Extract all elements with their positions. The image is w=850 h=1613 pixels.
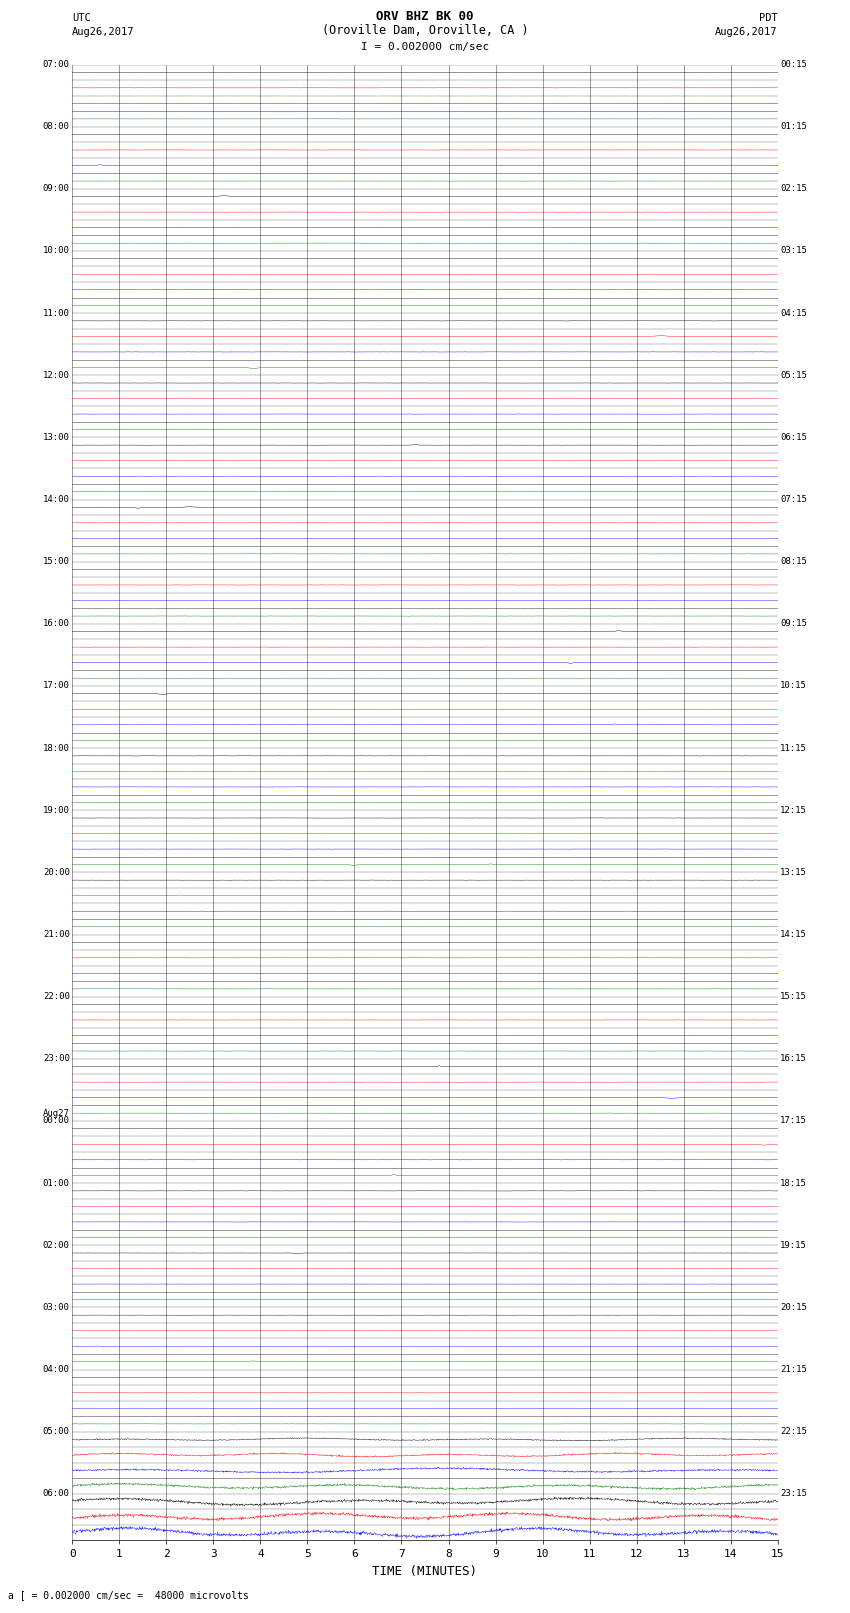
Text: 17:15: 17:15 <box>780 1116 808 1126</box>
Text: 18:00: 18:00 <box>42 744 70 753</box>
Text: 15:15: 15:15 <box>780 992 808 1002</box>
Text: 21:15: 21:15 <box>780 1365 808 1374</box>
Text: ORV BHZ BK 00: ORV BHZ BK 00 <box>377 10 473 23</box>
Text: 16:00: 16:00 <box>42 619 70 629</box>
Text: 00:15: 00:15 <box>780 60 808 69</box>
Text: Aug26,2017: Aug26,2017 <box>72 27 135 37</box>
Text: PDT: PDT <box>759 13 778 23</box>
Text: 08:00: 08:00 <box>42 123 70 131</box>
Text: 22:15: 22:15 <box>780 1428 808 1436</box>
Text: 06:15: 06:15 <box>780 432 808 442</box>
Text: 03:15: 03:15 <box>780 247 808 255</box>
Text: 05:00: 05:00 <box>42 1428 70 1436</box>
Text: 04:15: 04:15 <box>780 308 808 318</box>
Text: UTC: UTC <box>72 13 91 23</box>
Text: 01:00: 01:00 <box>42 1179 70 1187</box>
Text: 00:00: 00:00 <box>42 1116 70 1126</box>
Text: 19:15: 19:15 <box>780 1240 808 1250</box>
Text: 19:00: 19:00 <box>42 806 70 815</box>
Text: 10:15: 10:15 <box>780 681 808 690</box>
Text: 07:00: 07:00 <box>42 60 70 69</box>
Text: 07:15: 07:15 <box>780 495 808 503</box>
Text: 09:00: 09:00 <box>42 184 70 194</box>
Text: 06:00: 06:00 <box>42 1489 70 1498</box>
Text: Aug27: Aug27 <box>42 1108 70 1118</box>
Text: 15:00: 15:00 <box>42 556 70 566</box>
Text: 20:00: 20:00 <box>42 868 70 877</box>
Text: 14:15: 14:15 <box>780 931 808 939</box>
Text: 01:15: 01:15 <box>780 123 808 131</box>
Text: 13:00: 13:00 <box>42 432 70 442</box>
Text: 10:00: 10:00 <box>42 247 70 255</box>
Text: 11:00: 11:00 <box>42 308 70 318</box>
Text: a [ = 0.002000 cm/sec =  48000 microvolts: a [ = 0.002000 cm/sec = 48000 microvolts <box>8 1590 249 1600</box>
Text: 16:15: 16:15 <box>780 1055 808 1063</box>
Text: 11:15: 11:15 <box>780 744 808 753</box>
Text: 20:15: 20:15 <box>780 1303 808 1311</box>
Text: Aug26,2017: Aug26,2017 <box>715 27 778 37</box>
Text: 21:00: 21:00 <box>42 931 70 939</box>
Text: 12:15: 12:15 <box>780 806 808 815</box>
Text: 04:00: 04:00 <box>42 1365 70 1374</box>
Text: 13:15: 13:15 <box>780 868 808 877</box>
Text: 22:00: 22:00 <box>42 992 70 1002</box>
Text: 18:15: 18:15 <box>780 1179 808 1187</box>
Text: 23:00: 23:00 <box>42 1055 70 1063</box>
Text: 09:15: 09:15 <box>780 619 808 629</box>
Text: (Oroville Dam, Oroville, CA ): (Oroville Dam, Oroville, CA ) <box>321 24 529 37</box>
Text: I = 0.002000 cm/sec: I = 0.002000 cm/sec <box>361 42 489 52</box>
Text: 02:15: 02:15 <box>780 184 808 194</box>
Text: 02:00: 02:00 <box>42 1240 70 1250</box>
Text: 17:00: 17:00 <box>42 681 70 690</box>
X-axis label: TIME (MINUTES): TIME (MINUTES) <box>372 1565 478 1578</box>
Text: 23:15: 23:15 <box>780 1489 808 1498</box>
Text: 08:15: 08:15 <box>780 556 808 566</box>
Text: 12:00: 12:00 <box>42 371 70 379</box>
Text: 03:00: 03:00 <box>42 1303 70 1311</box>
Text: 05:15: 05:15 <box>780 371 808 379</box>
Text: 14:00: 14:00 <box>42 495 70 503</box>
